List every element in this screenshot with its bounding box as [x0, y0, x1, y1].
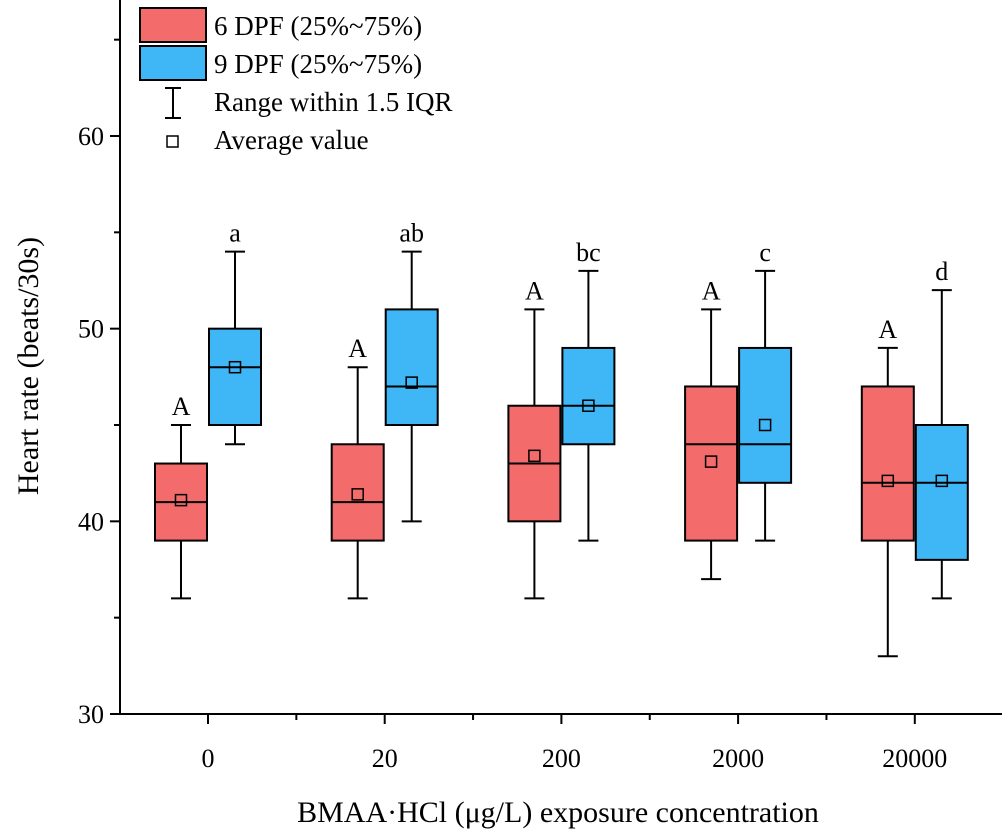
- legend-entry-0: 6 DPF (25%~75%): [139, 7, 422, 43]
- significance-label: A: [525, 276, 544, 305]
- legend-swatch: [139, 45, 207, 81]
- box-0-0: A: [154, 392, 208, 600]
- y-axis-title: Heart rate (beats/30s): [12, 237, 45, 495]
- box-0-1: A: [330, 334, 385, 600]
- iqr-box: [208, 327, 262, 426]
- significance-label: A: [702, 276, 721, 305]
- significance-label: A: [878, 315, 897, 344]
- legend-label: Range within 1.5 IQR: [214, 87, 452, 117]
- x-tick-label: 20000: [882, 744, 947, 773]
- legend-label: Average value: [214, 125, 369, 155]
- legend-entry-1: 9 DPF (25%~75%): [139, 45, 422, 81]
- mean-marker: [228, 360, 242, 374]
- mean-marker: [935, 474, 949, 488]
- legend-label: 9 DPF (25%~75%): [214, 49, 422, 79]
- iqr-box: [561, 346, 616, 446]
- box-1-4: d: [914, 257, 969, 600]
- iqr-box: [738, 346, 793, 484]
- mean-marker: [174, 493, 188, 507]
- mean-marker: [351, 488, 364, 501]
- y-tick-label: 60: [78, 122, 104, 151]
- iqr-box: [914, 424, 969, 561]
- x-tick-label: 0: [202, 744, 215, 773]
- box-1-0: a: [208, 219, 262, 446]
- iqr-box: [384, 308, 439, 426]
- legend-entry-2: Range within 1.5 IQR: [165, 87, 452, 119]
- iqr-box: [330, 443, 385, 542]
- box-0-3: A: [684, 276, 739, 581]
- y-tick-label: 30: [78, 700, 104, 729]
- box-1-1: ab: [384, 219, 439, 523]
- mean-marker: [758, 418, 772, 432]
- iqr-box: [860, 385, 915, 542]
- legend-mean-icon: [166, 135, 179, 148]
- box-1-2: bc: [561, 238, 616, 542]
- significance-label: d: [935, 257, 948, 286]
- legend-entry-3: Average value: [166, 125, 369, 155]
- legend-label: 6 DPF (25%~75%): [214, 11, 422, 41]
- legend-swatch: [139, 7, 207, 43]
- significance-label: ab: [399, 219, 424, 248]
- mean-marker: [528, 449, 541, 463]
- mean-marker: [405, 376, 418, 389]
- mean-marker: [582, 399, 595, 412]
- x-tick-label: 200: [542, 744, 581, 773]
- box-0-4: A: [860, 315, 915, 658]
- significance-label: a: [229, 219, 241, 248]
- significance-label: bc: [576, 238, 601, 267]
- significance-label: A: [348, 334, 367, 363]
- x-tick-label: 2000: [712, 744, 764, 773]
- y-tick-label: 50: [78, 315, 104, 344]
- iqr-box: [684, 385, 739, 542]
- mean-marker: [881, 474, 895, 488]
- box-0-2: A: [507, 276, 562, 600]
- significance-label: A: [172, 392, 191, 421]
- mean-marker: [704, 455, 718, 468]
- y-tick-label: 40: [78, 507, 104, 536]
- x-tick-label: 20: [372, 744, 398, 773]
- x-axis-title: BMAA·HCl (μg/L) exposure concentration: [297, 796, 819, 829]
- box-1-3: c: [738, 238, 793, 542]
- significance-label: c: [759, 238, 771, 267]
